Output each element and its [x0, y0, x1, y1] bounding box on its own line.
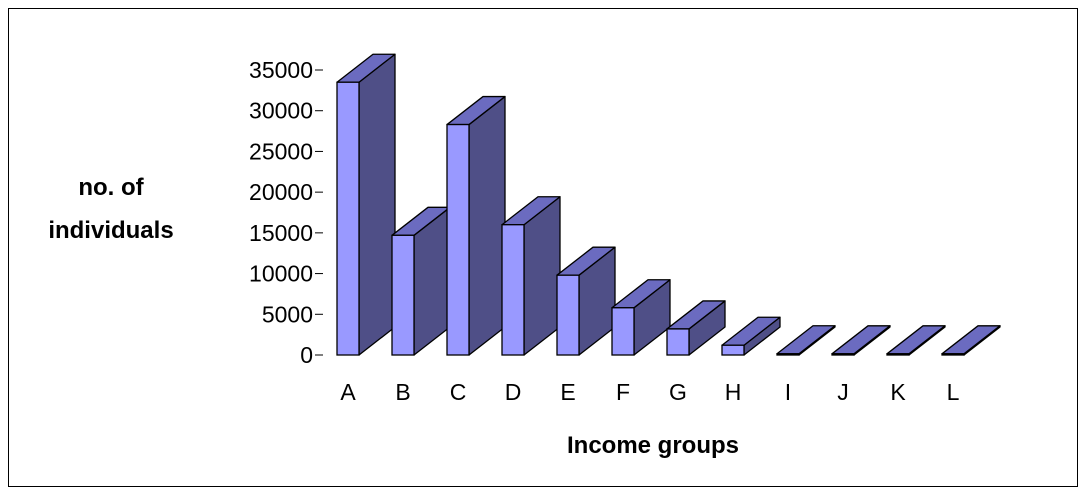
y-axis-title-line-2: individuals: [48, 217, 173, 244]
x-axis-title: Income groups: [567, 432, 739, 459]
bar: [831, 325, 891, 356]
bar-front-face: [666, 328, 690, 356]
bar: [666, 300, 726, 356]
bar-front-face: [611, 307, 635, 356]
x-tick-label: H: [725, 379, 742, 405]
bar: [941, 325, 1001, 356]
y-tick-label: 20000: [249, 179, 313, 205]
bar-front-face: [776, 353, 800, 356]
bar-side-face: [358, 53, 396, 356]
x-tick-label: F: [616, 379, 630, 405]
y-tick-label: 30000: [249, 98, 313, 124]
income-groups-bar-chart: 0 5000 10000 15000 20000 25000 30000 35000 A B C D…: [48, 53, 1001, 459]
bar-front-face: [886, 353, 910, 356]
bar-front-face: [501, 224, 525, 356]
bar-front-face: [446, 123, 470, 356]
x-axis-ticks: A B C D E F G H I J K L: [340, 379, 959, 405]
bar-front-face: [721, 344, 745, 356]
y-axis-title-line-1: no. of: [78, 174, 144, 201]
bar: [336, 53, 396, 356]
bar-front-face: [336, 81, 360, 356]
bar: [776, 325, 836, 356]
bar: [556, 246, 616, 356]
x-tick-label: L: [947, 379, 960, 405]
x-tick-label: A: [340, 379, 356, 405]
bar-front-face: [941, 353, 965, 356]
bars: [336, 53, 1001, 356]
y-tick-label: 15000: [249, 220, 313, 246]
y-tick-label: 25000: [249, 138, 313, 164]
bar: [501, 196, 561, 356]
x-tick-label: G: [669, 379, 687, 405]
x-tick-label: K: [890, 379, 906, 405]
y-axis-ticks: 0 5000 10000 15000 20000 25000 30000 35000: [249, 57, 323, 368]
bar: [721, 316, 781, 356]
bar: [886, 325, 946, 356]
x-tick-label: C: [450, 379, 467, 405]
chart-frame: 0 5000 10000 15000 20000 25000 30000 35000 A B C D…: [8, 8, 1078, 487]
x-tick-label: I: [785, 379, 791, 405]
bar: [391, 206, 451, 356]
x-tick-label: D: [505, 379, 522, 405]
y-tick-label: 10000: [249, 261, 313, 287]
bar: [446, 95, 506, 356]
bar-front-face: [831, 353, 855, 356]
y-tick-label: 5000: [262, 301, 313, 327]
x-tick-label: J: [837, 379, 849, 405]
y-tick-label: 35000: [249, 57, 313, 83]
bar-side-face: [468, 95, 506, 356]
bar-front-face: [391, 234, 415, 356]
y-tick-label: 0: [300, 342, 313, 368]
x-tick-label: E: [560, 379, 575, 405]
bar-front-face: [556, 274, 580, 356]
bar: [611, 279, 671, 356]
x-tick-label: B: [395, 379, 410, 405]
